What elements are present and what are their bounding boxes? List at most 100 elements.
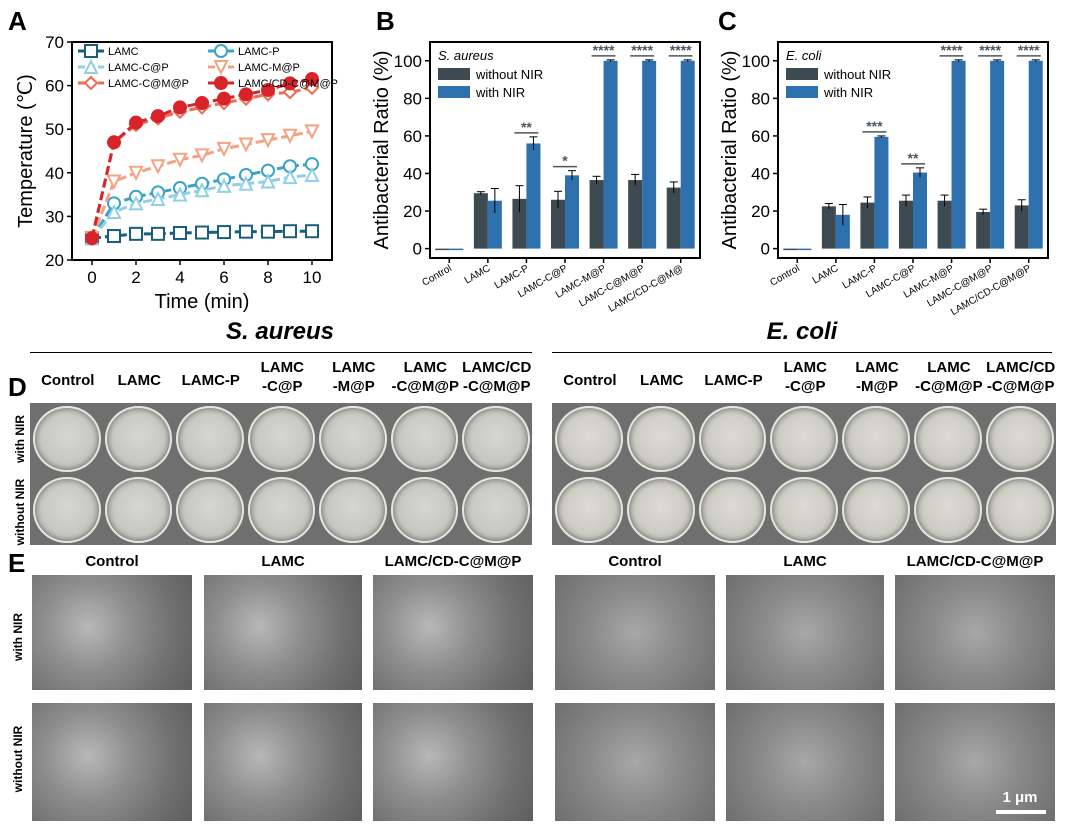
bar-group-lamc [821,203,850,249]
legend-marker [214,44,228,58]
data-point [107,229,121,244]
bar-group-lamc-c-p: ** [899,150,927,249]
data-point [304,166,320,182]
legend-entry-without-nir: without NIR [786,67,891,82]
bar-with-nir [526,143,541,249]
bar-without-nir [976,211,991,249]
panel-label-a: A [8,6,27,36]
data-point [150,190,166,206]
data-point [283,224,297,239]
petri-dish [698,477,767,543]
petri-dish [842,406,910,472]
bar-with-nir [603,60,618,249]
petri-dish [914,406,982,472]
significance-label: ** [908,150,919,166]
data-point [129,115,143,130]
petri-dish [626,406,695,472]
data-point [172,186,188,202]
dish-header-line1: LAMC [640,372,684,389]
scale-bar [996,810,1046,814]
data-point [239,87,253,102]
bar-group-lamc-m-p: **** [937,42,966,249]
data-point [282,168,298,185]
dish-header-left-1: LAMC [98,371,182,390]
dish-header-line1: LAMC [117,372,161,389]
dish-header-right-1: LAMC [620,371,704,390]
significance-label: **** [593,42,615,58]
legend-label: LAMC-C@M@P [108,78,189,90]
significance-label: *** [866,118,883,134]
dish-header-line1: LAMC [927,359,971,376]
bar-with-nir [487,200,502,249]
dish-header-right-2: LAMC-P [692,371,776,390]
data-point [194,182,210,198]
sem-header-left-0: Control [85,553,139,570]
bar-without-nir [1014,205,1029,249]
y-axis-label: Temperature (℃) [15,74,37,228]
data-point [283,76,297,91]
legend-swatch [786,68,818,80]
y-tick-label: 80 [403,89,422,108]
x-tick-label: 0 [87,268,96,287]
bar-without-nir [435,248,450,251]
petri-dish [842,477,910,543]
sem-header-right-2: LAMC/CD-C@M@P [906,553,1044,570]
dish-header-line2: -C@M@P [391,378,460,395]
petri-dish [390,406,458,472]
data-point [260,173,276,189]
dish-header-right-5: LAMC -C@M@P [907,358,991,396]
dish-header-right-4: LAMC -M@P [835,358,919,396]
data-point [195,96,209,111]
legend-swatch [438,68,470,80]
y-tick-label: 60 [403,127,422,146]
x-tick-label: 6 [219,268,228,287]
x-tick-label: 4 [175,268,184,287]
petri-dish [247,406,315,472]
petri-dish [104,477,172,543]
bar-without-nir [666,187,681,249]
data-point [305,72,319,87]
legend-swatch [786,86,818,98]
bar-group-lamc-c-m-p: **** [628,42,657,249]
section-title-e-coli: E. coli [766,318,838,345]
bar-with-nir [797,248,812,251]
bar-without-nir [860,202,875,249]
bar-without-nir [783,248,798,251]
bar-without-nir [821,206,836,249]
y-tick-label: 20 [45,251,64,270]
dish-header-line2: -C@P [262,378,303,395]
bar-with-nir [874,136,889,249]
petri-dish [770,406,839,472]
sem-image-right-0-with-nir [555,575,715,690]
sem-image-right-2-with-nir [895,575,1055,690]
dish-header-line1: LAMC-P [181,372,240,389]
petri-dish [33,406,101,472]
y-tick-label: 60 [45,77,64,96]
dish-header-left-2: LAMC-P [169,371,253,390]
data-point [129,226,143,241]
legend-marker [83,75,99,91]
legend-entry-lamc-c-p: LAMC-C@P [78,58,169,74]
panel-label-c: C [718,6,737,36]
sem-image-right-1-with-nir [726,575,884,690]
data-point [195,225,209,240]
y-tick-label: 50 [45,120,64,139]
bar-group-lamc-m-p: **** [589,42,618,249]
dish-header-line1: LAMC-P [704,372,763,389]
dish-header-line1: LAMC/CD [462,359,532,376]
scale-bar-label: 1 μm [1002,789,1038,806]
legend-marker [214,76,228,90]
petri-dish [698,406,767,472]
petri-dish [626,477,695,543]
y-axis-label: Antibacterial Ratio (%) [719,51,741,250]
x-tick-label: LAMC [811,263,841,286]
sem-image-left-2-without-nir [373,703,533,821]
bar-without-nir [628,180,643,249]
sem-header-left-1: LAMC [261,553,305,570]
dish-header-line1: LAMC/CD [986,359,1056,376]
y-tick-label: 0 [761,240,770,259]
sem-image-right-1-without-nir [726,703,884,821]
bar-without-nir [551,199,565,249]
y-tick-label: 40 [45,164,64,183]
legend-entry-with-nir: with NIR [438,85,525,100]
